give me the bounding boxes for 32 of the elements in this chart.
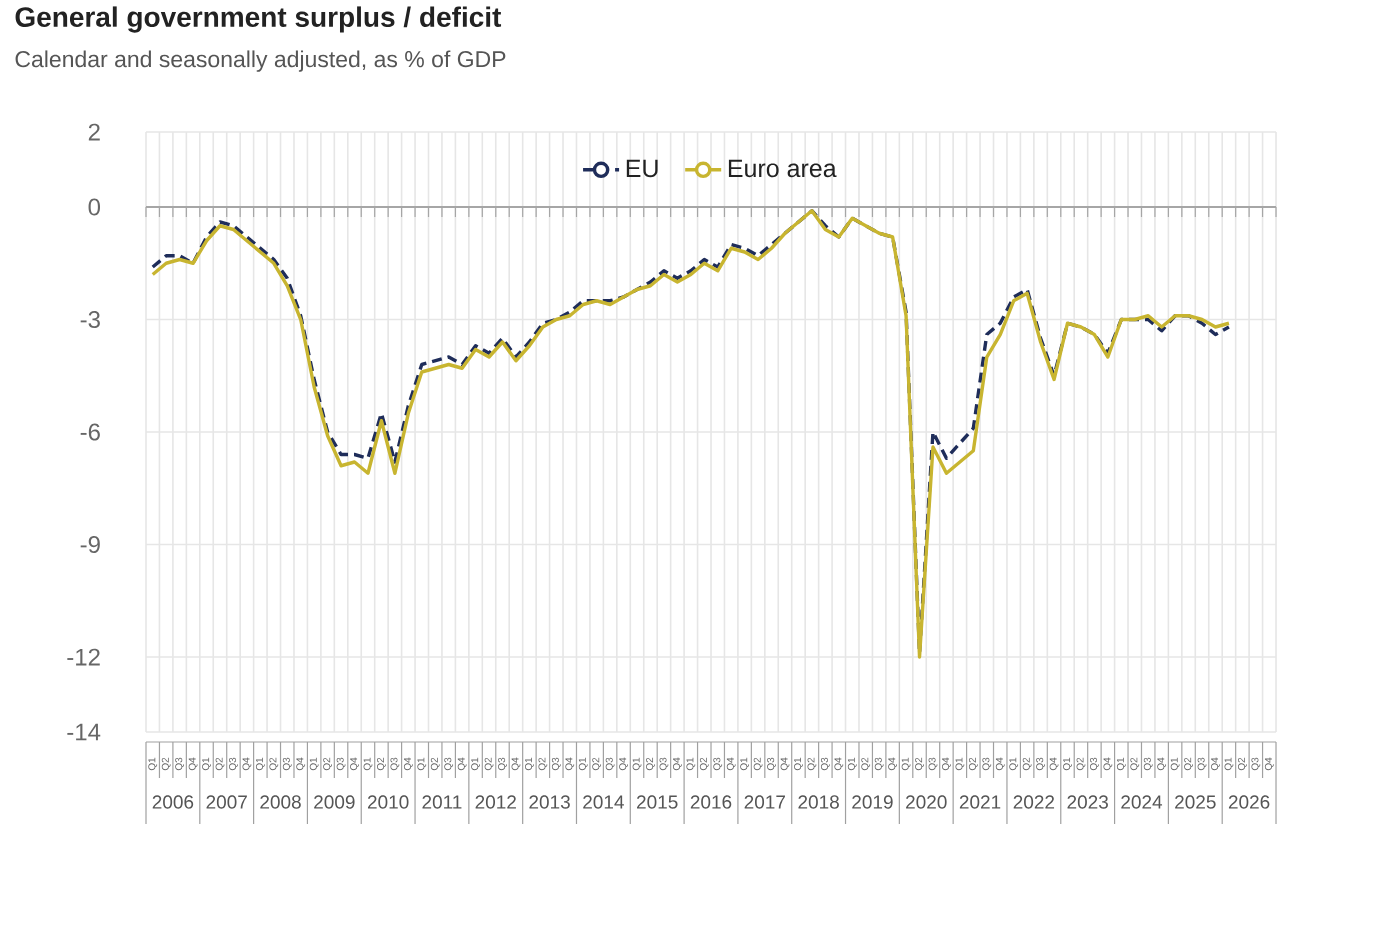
- y-tick-label: 2: [88, 123, 100, 141]
- text: 2011: [422, 795, 462, 809]
- text: 2023: [1067, 795, 1108, 809]
- text: 2008: [260, 795, 301, 809]
- text: 2014: [583, 795, 624, 809]
- text: 2009: [314, 795, 355, 809]
- legend-label: EU: [626, 159, 658, 178]
- text: 2020: [906, 795, 947, 809]
- text: 2021: [959, 795, 1001, 809]
- text: 2026: [1228, 795, 1270, 809]
- text: 2010: [367, 795, 409, 809]
- y-tick-label: -9: [80, 536, 100, 554]
- y-tick-label: 0: [88, 198, 101, 216]
- text: 2025: [1175, 795, 1216, 809]
- y-tick-label: -12: [67, 648, 100, 666]
- y-tick-label: -14: [67, 723, 101, 741]
- text: 2013: [529, 795, 570, 809]
- text: 2019: [852, 795, 893, 809]
- text: 2017: [744, 795, 785, 809]
- y-tick-label: -6: [80, 423, 100, 441]
- chart-subtitle: Calendar and seasonally adjusted, as % of GDP: [15, 50, 506, 72]
- chart-title: General government surplus / deficit: [15, 6, 502, 33]
- text: 2015: [637, 795, 678, 809]
- text: 2022: [1013, 795, 1055, 809]
- text: 2012: [475, 795, 516, 809]
- y-tick-label: -3: [80, 311, 100, 329]
- legend-label: Euro area: [728, 159, 837, 178]
- text: 2007: [206, 795, 247, 809]
- text: 2024: [1121, 795, 1163, 809]
- text: 2018: [798, 795, 839, 809]
- text: 2016: [690, 795, 732, 809]
- text: 2006: [152, 795, 194, 809]
